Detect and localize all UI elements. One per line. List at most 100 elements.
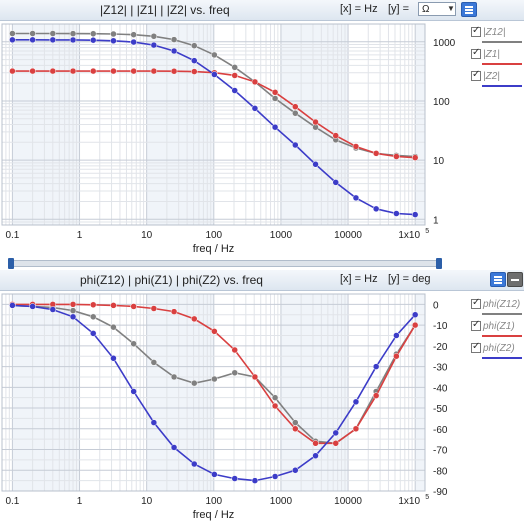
data-point: [69, 307, 77, 314]
data-point: [69, 36, 77, 44]
data-point: [170, 308, 178, 315]
data-point: [49, 36, 57, 44]
data-point: [251, 373, 259, 381]
data-point: [211, 328, 218, 335]
x-tick-label: 100: [205, 230, 222, 241]
data-point: [150, 67, 158, 75]
data-point: [211, 375, 218, 383]
x-tick-label: 1: [77, 496, 83, 507]
y-tick-label: 10: [433, 156, 445, 167]
data-point: [191, 460, 198, 468]
y-tick-label: 0: [433, 300, 439, 311]
top-chart-title: |Z12| | |Z1| | |Z2| vs. freq: [100, 3, 230, 17]
y-tick-label: -40: [433, 383, 448, 394]
data-point: [411, 311, 419, 318]
data-point: [191, 42, 198, 49]
data-point: [170, 36, 178, 43]
data-point: [352, 194, 360, 202]
data-point: [271, 95, 279, 102]
data-point: [29, 303, 36, 310]
legend-item-phi-z1[interactable]: phi(Z1): [468, 318, 524, 340]
y-tick-label: -10: [433, 321, 448, 332]
data-point: [292, 419, 299, 426]
legend-label: |Z2|: [483, 71, 500, 82]
data-point: [9, 36, 16, 44]
legend-swatch: [482, 357, 522, 359]
data-point: [271, 473, 279, 480]
y-tick-label: -60: [433, 425, 448, 436]
data-point: [332, 429, 339, 437]
data-point: [292, 425, 299, 433]
data-point: [332, 132, 339, 139]
data-point: [231, 475, 238, 482]
legend-label: |Z12|: [483, 27, 506, 38]
bottom-legend: phi(Z12) phi(Z1) phi(Z2): [468, 296, 524, 362]
data-point: [372, 150, 380, 157]
y-tick-label: -20: [433, 342, 448, 353]
legend-item-z2[interactable]: |Z2|: [468, 68, 524, 90]
top-y-unit-label: [y] =: [388, 3, 410, 15]
data-point: [191, 68, 198, 75]
legend-checkbox[interactable]: [471, 47, 481, 59]
y-tick-label: 1: [433, 215, 439, 226]
menu-icon[interactable]: [461, 2, 477, 17]
data-point: [130, 31, 137, 38]
data-point: [211, 71, 218, 78]
legend-checkbox[interactable]: [471, 25, 481, 37]
splitter-scrollbar[interactable]: [8, 260, 440, 267]
data-point: [352, 425, 360, 433]
y-unit-select[interactable]: Ω: [418, 2, 456, 16]
x-tick-label: 1x10: [398, 230, 420, 241]
bottom-y-unit-label: [y] = deg: [388, 273, 431, 285]
scrollbar-handle-right[interactable]: [436, 258, 442, 269]
data-point: [393, 352, 400, 360]
legend-checkbox[interactable]: [471, 341, 481, 353]
data-point: [69, 313, 77, 321]
data-point: [211, 51, 218, 59]
data-point: [9, 302, 16, 309]
data-point: [292, 141, 299, 149]
legend-item-z12[interactable]: |Z12|: [468, 24, 524, 46]
data-point: [312, 118, 319, 126]
data-point: [312, 440, 319, 447]
legend-checkbox[interactable]: [471, 319, 481, 331]
data-point: [332, 440, 339, 447]
x-tick-label: 100: [205, 496, 222, 507]
data-point: [231, 87, 238, 94]
data-point: [170, 444, 178, 451]
data-point: [312, 452, 319, 459]
data-point: [110, 323, 117, 331]
data-point: [110, 302, 117, 309]
top-chart-panel: |Z12| | |Z1| | |Z2| vs. freq [x] = Hz [y…: [0, 0, 524, 258]
data-point: [89, 67, 97, 75]
bottom-x-unit-label: [x] = Hz: [340, 273, 378, 285]
y-tick-label: -90: [433, 487, 448, 498]
x-tick-exponent: 5: [425, 494, 429, 501]
y-unit-select-value: Ω: [422, 4, 430, 15]
legend-item-phi-z2[interactable]: phi(Z2): [468, 340, 524, 362]
bottom-chart-titlebar: phi(Z12) | phi(Z1) | phi(Z2) vs. freq [x…: [0, 270, 524, 291]
x-tick-label: 1x10: [398, 496, 420, 507]
data-point: [372, 363, 380, 370]
data-point: [271, 123, 279, 131]
data-point: [29, 67, 36, 75]
legend-item-phi-z12[interactable]: phi(Z12): [468, 296, 524, 318]
x-tick-label: 1000: [270, 496, 293, 507]
data-point: [191, 315, 198, 323]
minimize-icon[interactable]: [507, 272, 523, 287]
plot-frame: [1, 23, 426, 226]
legend-item-z1[interactable]: |Z1|: [468, 46, 524, 68]
data-point: [150, 305, 158, 312]
menu-icon[interactable]: [490, 272, 506, 287]
legend-checkbox[interactable]: [471, 297, 481, 309]
x-tick-label: 10000: [334, 496, 362, 507]
legend-checkbox[interactable]: [471, 69, 481, 81]
chevron-down-icon[interactable]: ▼: [447, 4, 455, 13]
scrollbar-handle-left[interactable]: [8, 258, 14, 269]
grid-band: [12, 294, 80, 491]
data-point: [411, 321, 419, 329]
data-point: [69, 30, 77, 37]
legend-label: |Z1|: [483, 49, 500, 60]
